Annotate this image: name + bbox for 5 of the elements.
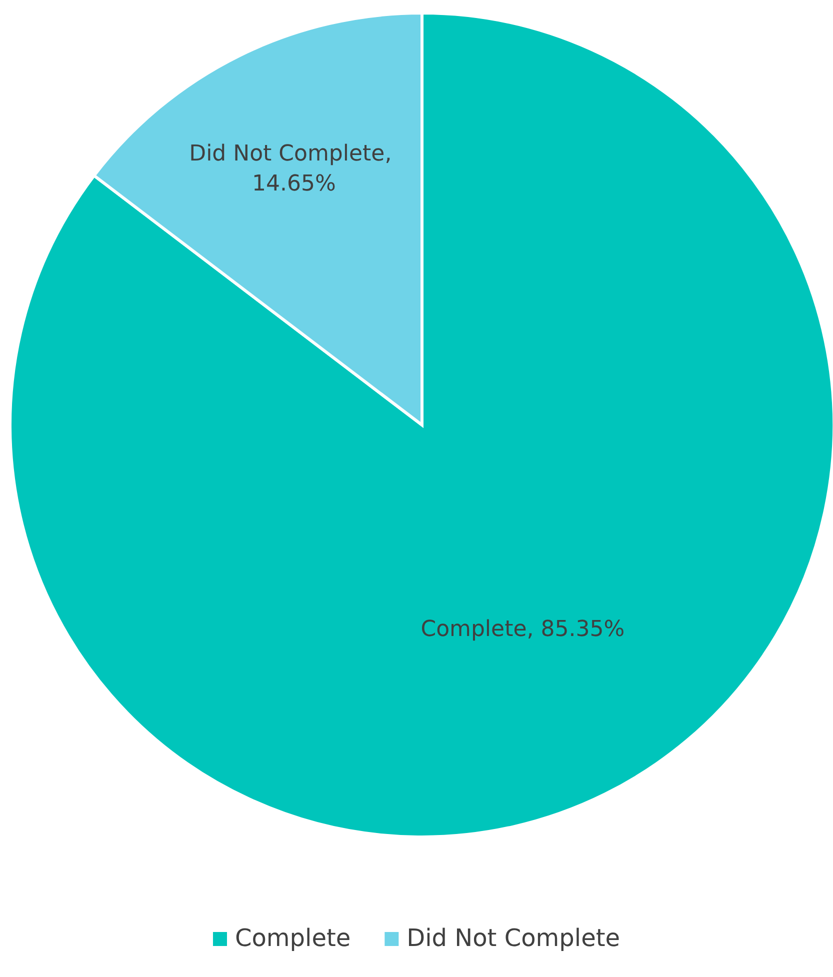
data-label: Did Not Complete, 14.65% xyxy=(189,142,399,197)
data-label: Complete, 85.35% xyxy=(420,617,625,642)
slice-label: Complete xyxy=(234,924,351,952)
legend-label: Did Not Complete xyxy=(406,924,620,952)
pie-slice xyxy=(8,12,833,838)
